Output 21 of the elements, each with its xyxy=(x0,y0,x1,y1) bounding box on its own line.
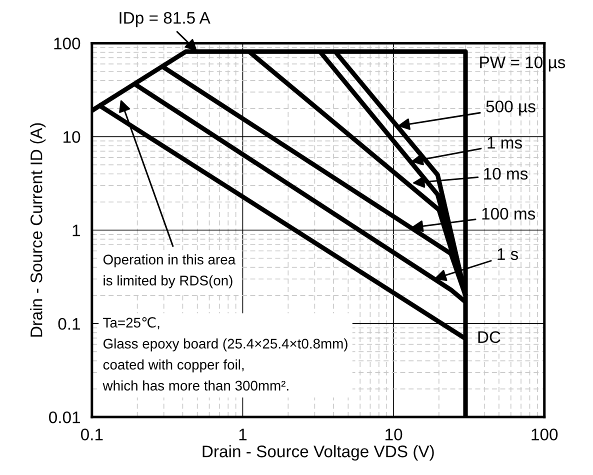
y-tick-label: 0.01 xyxy=(49,411,80,424)
y-axis-title: Drain - Source Current ID (A) xyxy=(30,123,46,337)
y-tick-label: 0.1 xyxy=(58,318,80,330)
annotation: Ta=25℃, Glass epoxy board (25.4×25.4×t0.8mm) coated with copper foil, which has more than 300mm². xyxy=(102,317,348,391)
x-tick-label: 0.1 xyxy=(80,428,103,440)
annotation: 1 ms xyxy=(488,137,522,149)
annotation: Operation in this area is limited by RDS(on) xyxy=(103,254,236,288)
y-tick-label: 10 xyxy=(64,131,80,143)
annotation: PW = 10 µs xyxy=(480,56,566,72)
x-tick-label: 10 xyxy=(386,428,402,440)
x-tick-label: 1 xyxy=(239,428,247,440)
y-tick-label: 1 xyxy=(72,224,80,236)
annotation: DC xyxy=(478,331,500,344)
annotation: 500 µs xyxy=(486,100,536,116)
annotation: 100 ms xyxy=(482,208,536,220)
annotation: IDp = 81.5 A xyxy=(120,12,210,28)
annotation: 10 ms xyxy=(484,168,528,180)
annotation: 1 s xyxy=(498,248,518,260)
y-tick-label: 100 xyxy=(54,38,80,50)
x-axis-title: Drain - Source Voltage VDS (V) xyxy=(202,445,434,461)
x-tick-label: 100 xyxy=(532,428,558,440)
